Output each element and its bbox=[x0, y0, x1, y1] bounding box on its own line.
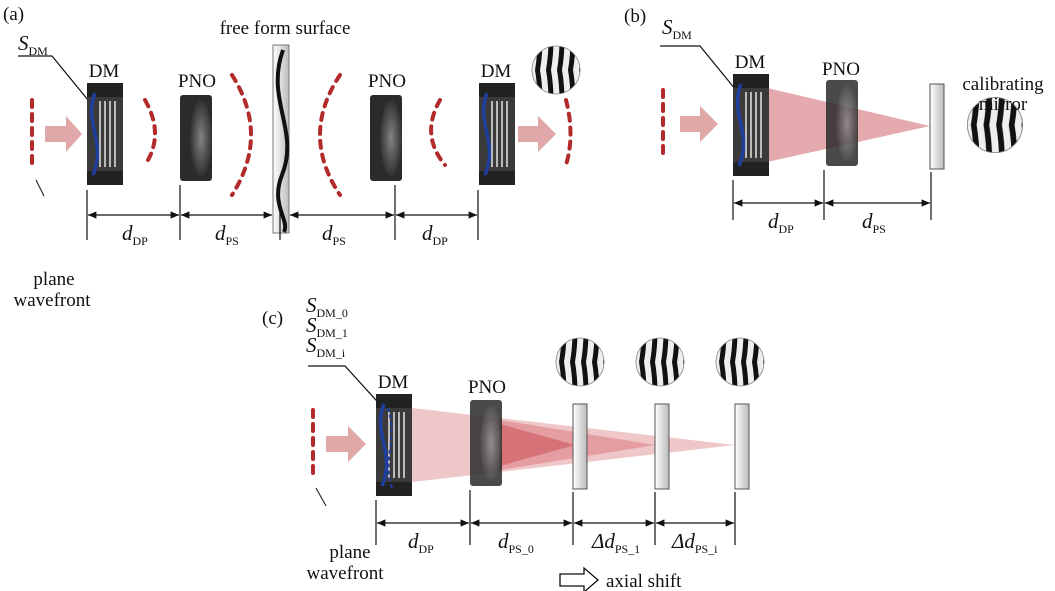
label-main: d bbox=[498, 529, 509, 553]
label-subscript: DM_0 bbox=[317, 306, 348, 320]
leader bbox=[308, 366, 385, 410]
calibrating-mirror bbox=[735, 404, 749, 489]
label-main: d bbox=[215, 221, 226, 245]
label-main: d bbox=[122, 221, 133, 245]
label-subscript: DM bbox=[673, 28, 693, 42]
label-main: Δd bbox=[591, 529, 615, 553]
label-subscript: PS_i bbox=[695, 542, 718, 556]
label-subscript: DP bbox=[433, 234, 449, 248]
pno-lens bbox=[180, 95, 212, 181]
input-label: plane bbox=[329, 542, 370, 563]
dimension-lines bbox=[733, 170, 931, 220]
component-label: DM bbox=[378, 372, 409, 393]
calibrating-mirror bbox=[655, 404, 669, 489]
wavefront bbox=[566, 100, 571, 165]
label-main: d bbox=[408, 529, 419, 553]
distance-label: dDP bbox=[422, 221, 448, 248]
fringe-pattern bbox=[526, 40, 586, 100]
calibrating-mirror bbox=[930, 84, 944, 169]
input-label: plane bbox=[33, 269, 74, 290]
wavefront bbox=[232, 75, 251, 195]
label-subscript: DP bbox=[419, 542, 435, 556]
label-subscript: PS_0 bbox=[509, 542, 534, 556]
label-main: S bbox=[662, 15, 673, 39]
distance-label: dDP bbox=[408, 529, 434, 556]
figure: (a) DM PNO free form surface PNO DM plan… bbox=[0, 0, 1055, 591]
distance-label: dPS bbox=[322, 221, 346, 248]
fringe-pattern bbox=[710, 332, 770, 392]
shift-arrow bbox=[560, 568, 598, 591]
wavefront bbox=[320, 75, 340, 195]
component-label: PNO bbox=[468, 377, 506, 398]
label-subscript: PS bbox=[333, 234, 346, 248]
surface-label: SDM bbox=[662, 15, 692, 42]
distance-label: dDP bbox=[768, 209, 794, 236]
distance-label: ΔdPS_i bbox=[671, 529, 718, 556]
label-subscript: PS_1 bbox=[615, 542, 640, 556]
component-label: mirror bbox=[979, 94, 1028, 115]
component-label: DM bbox=[735, 52, 766, 73]
distance-label: dPS bbox=[862, 209, 886, 236]
label-subscript: PS bbox=[873, 222, 886, 236]
label-main: S bbox=[18, 31, 29, 55]
leader bbox=[316, 488, 326, 506]
label-subscript: PS bbox=[226, 234, 239, 248]
label-subscript: DP bbox=[779, 222, 795, 236]
component-label: calibrating bbox=[962, 74, 1044, 95]
leader bbox=[18, 56, 88, 100]
distance-label: ΔdPS_1 bbox=[591, 529, 640, 556]
deformable-mirror bbox=[733, 74, 769, 176]
deformable-mirror bbox=[376, 394, 412, 496]
label-main: d bbox=[768, 209, 779, 233]
distance-label: dDP bbox=[122, 221, 148, 248]
arrow bbox=[326, 426, 366, 462]
label-main: d bbox=[322, 221, 333, 245]
component-label: DM bbox=[89, 61, 120, 82]
label-main: S bbox=[306, 333, 317, 357]
panel-label: (b) bbox=[624, 6, 646, 27]
leader bbox=[36, 180, 44, 196]
label-main: d bbox=[422, 221, 433, 245]
wavefront bbox=[431, 100, 445, 165]
pno-lens bbox=[826, 80, 858, 166]
arrow bbox=[680, 106, 718, 142]
arrow bbox=[518, 116, 556, 152]
arrow bbox=[45, 116, 82, 152]
leader bbox=[660, 46, 740, 95]
fringe-pattern bbox=[630, 332, 690, 392]
label-subscript: DP bbox=[133, 234, 149, 248]
component-label: PNO bbox=[368, 71, 406, 92]
component-label: DM bbox=[481, 61, 512, 82]
pno-lens bbox=[470, 400, 502, 486]
distance-label: dPS_0 bbox=[498, 529, 534, 556]
pno-lens bbox=[370, 95, 402, 181]
wavefront bbox=[145, 100, 155, 165]
component-label: free form surface bbox=[220, 18, 351, 39]
deformable-mirror bbox=[479, 83, 515, 185]
label-subscript: DM bbox=[29, 44, 49, 58]
calibrating-mirror bbox=[573, 404, 587, 489]
label-subscript: DM_1 bbox=[317, 326, 348, 340]
label-main: Δd bbox=[671, 529, 695, 553]
fringe-pattern bbox=[550, 332, 610, 392]
distance-label: dPS bbox=[215, 221, 239, 248]
input-label: wavefront bbox=[13, 290, 91, 311]
label-subscript: DM_i bbox=[317, 346, 346, 360]
deformable-mirror bbox=[87, 83, 123, 185]
legend-label: axial shift bbox=[606, 571, 682, 591]
label-main: d bbox=[862, 209, 873, 233]
component-label: PNO bbox=[822, 59, 860, 80]
input-label: wavefront bbox=[306, 563, 384, 584]
surface-label: SDM bbox=[18, 31, 48, 58]
panel-label: (a) bbox=[3, 4, 24, 25]
component-label: PNO bbox=[178, 71, 216, 92]
panel-label: (c) bbox=[262, 308, 283, 329]
